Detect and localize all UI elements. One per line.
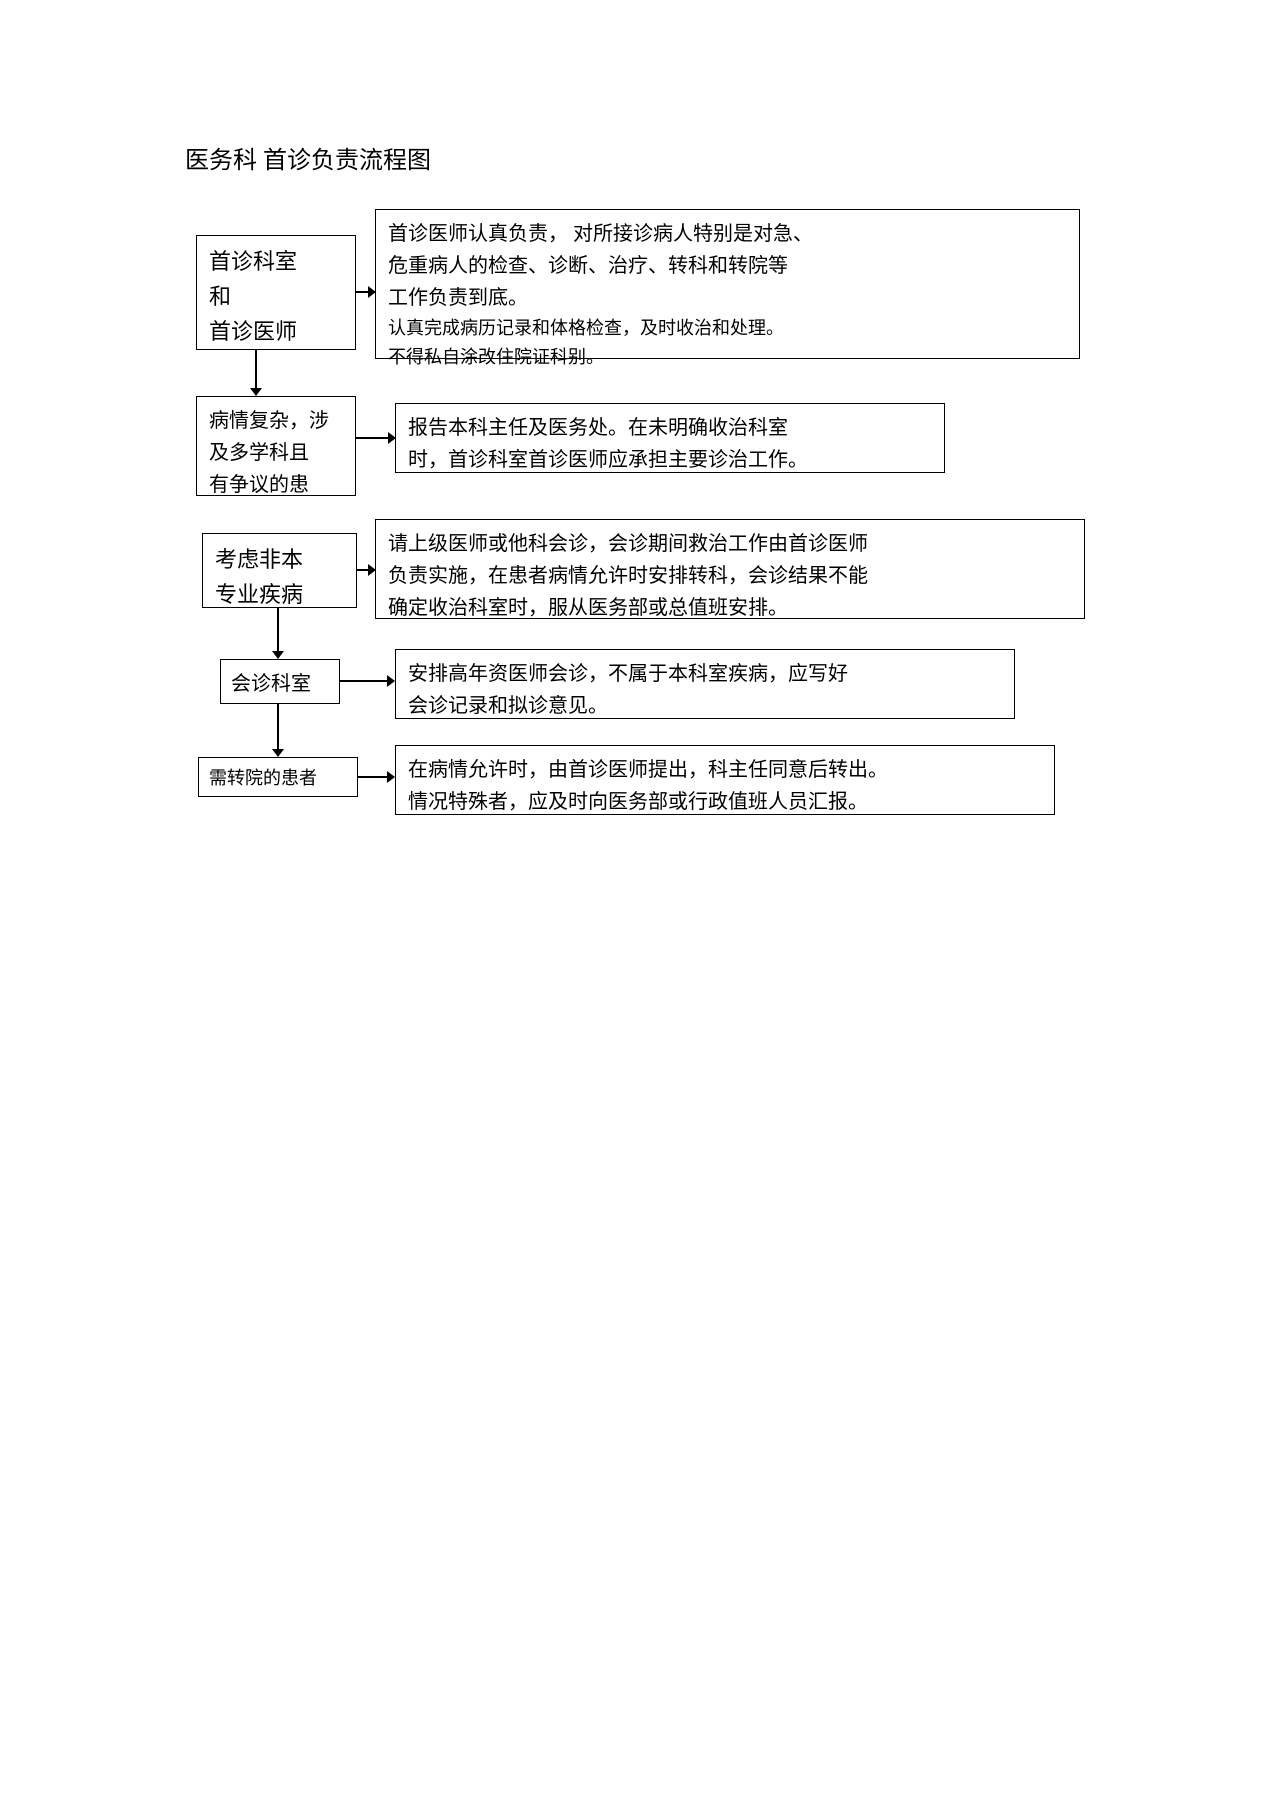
desc-transfer-patient: 在病情允许时，由首诊医师提出，科主任同意后转出。 情况特殊者，应及时向医务部或行…	[395, 745, 1055, 815]
desc-text: 请上级医师或他科会诊，会诊期间救治工作由首诊医师	[388, 528, 1072, 560]
desc-text: 报告本科主任及医务处。在未明确收治科室	[408, 412, 932, 444]
node-transfer-patient: 需转院的患者	[198, 757, 358, 797]
node-text: 会诊科室	[231, 668, 329, 700]
desc-text: 危重病人的检查、诊断、治疗、转科和转院等	[388, 250, 1067, 282]
arrow-right-icon	[357, 563, 376, 577]
desc-text: 首诊医师认真负责， 对所接诊病人特别是对急、	[388, 218, 1067, 250]
desc-text: 不得私自涂改住院证科别。	[388, 343, 1067, 372]
arrow-right-icon	[356, 285, 376, 299]
node-text: 考虑非本	[215, 542, 344, 577]
desc-complex-case: 报告本科主任及医务处。在未明确收治科室 时，首诊科室首诊医师应承担主要诊治工作。	[395, 403, 945, 473]
desc-text: 负责实施，在患者病情允许时安排转科，会诊结果不能	[388, 560, 1072, 592]
arrow-down-icon	[271, 608, 285, 659]
node-text: 病情复杂，涉	[209, 405, 343, 437]
arrow-right-icon	[356, 431, 396, 445]
arrow-right-icon	[340, 674, 395, 688]
node-first-dept: 首诊科室 和 首诊医师	[196, 235, 356, 350]
node-consult-dept: 会诊科室	[220, 659, 340, 704]
page-title: 医务科 首诊负责流程图	[185, 140, 431, 175]
node-text: 首诊科室	[209, 244, 343, 279]
desc-text: 在病情允许时，由首诊医师提出，科主任同意后转出。	[408, 754, 1042, 786]
arrow-down-icon	[271, 704, 285, 757]
desc-first-dept: 首诊医师认真负责， 对所接诊病人特别是对急、 危重病人的检查、诊断、治疗、转科和…	[375, 209, 1080, 359]
arrow-right-icon	[358, 770, 395, 784]
desc-text: 安排高年资医师会诊，不属于本科室疾病，应写好	[408, 658, 1002, 690]
node-non-specialty: 考虑非本 专业疾病	[202, 533, 357, 608]
node-text: 首诊医师	[209, 314, 343, 349]
node-complex-case: 病情复杂，涉 及多学科且 有争议的患	[196, 396, 356, 496]
desc-consult-dept: 安排高年资医师会诊，不属于本科室疾病，应写好 会诊记录和拟诊意见。	[395, 649, 1015, 719]
desc-text: 情况特殊者，应及时向医务部或行政值班人员汇报。	[408, 786, 1042, 818]
desc-text: 认真完成病历记录和体格检查，及时收治和处理。	[388, 314, 1067, 343]
desc-text: 确定收治科室时，服从医务部或总值班安排。	[388, 592, 1072, 624]
desc-non-specialty: 请上级医师或他科会诊，会诊期间救治工作由首诊医师 负责实施，在患者病情允许时安排…	[375, 519, 1085, 619]
node-text: 和	[209, 279, 343, 314]
arrow-down-icon	[249, 350, 263, 396]
desc-text: 工作负责到底。	[388, 282, 1067, 314]
node-text: 需转院的患者	[209, 764, 347, 793]
desc-text: 会诊记录和拟诊意见。	[408, 690, 1002, 722]
node-text: 及多学科且	[209, 437, 343, 469]
node-text: 有争议的患	[209, 469, 343, 501]
desc-text: 时，首诊科室首诊医师应承担主要诊治工作。	[408, 444, 932, 476]
